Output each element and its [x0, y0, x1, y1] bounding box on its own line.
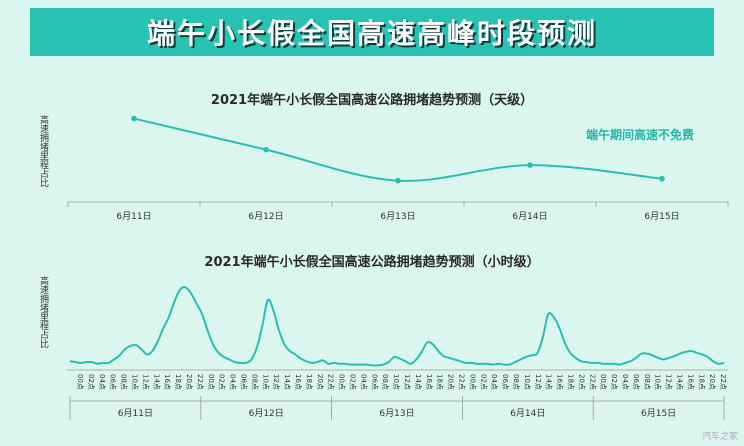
hourly-hour-tick-label: 14点	[545, 374, 553, 390]
daily-x-tick-label: 6月13日	[380, 211, 415, 222]
daily-series-line	[133, 117, 663, 182]
hourly-hour-tick-label: 14点	[676, 374, 684, 390]
hourly-hour-tick-label: 10点	[523, 374, 531, 390]
hourly-hour-tick-label: 02点	[87, 374, 95, 390]
hourly-hour-tick-label: 14点	[283, 374, 291, 390]
hourly-hour-tick-label: 10点	[261, 374, 269, 390]
hourly-hour-tick-label: 04点	[229, 374, 237, 390]
hourly-hour-tick-label: 16点	[425, 374, 433, 390]
hourly-hour-tick-label: 04点	[98, 374, 106, 390]
hourly-hour-tick-label: 00点	[468, 374, 476, 390]
hourly-hour-tick-label: 22点	[457, 374, 465, 390]
hourly-hour-tick-label: 06点	[632, 374, 640, 390]
hourly-hour-tick-label: 04点	[359, 374, 367, 390]
hourly-hour-tick-label: 16点	[686, 374, 694, 390]
daily-chart-title: 2021年端午小长假全国高速公路拥堵趋势预测（天级）	[210, 93, 534, 108]
hourly-hour-tick-label: 08点	[120, 374, 128, 390]
hourly-group-label: 6月14日	[510, 408, 545, 419]
hourly-hour-tick-label: 10点	[654, 374, 662, 390]
hourly-group-label: 6月11日	[118, 408, 153, 419]
hourly-hour-tick-label: 10点	[130, 374, 138, 390]
daily-x-tick-label: 6月11日	[116, 211, 151, 222]
hourly-chart-ylabel: 高速拥堵里程占比	[38, 276, 48, 348]
hourly-hour-tick-label: 18点	[436, 374, 444, 390]
hourly-hour-tick-label: 22点	[588, 374, 596, 390]
hourly-hour-tick-label: 18点	[305, 374, 313, 390]
hourly-hour-tick-label: 10点	[392, 374, 400, 390]
hourly-hour-tick-label: 12点	[403, 374, 411, 390]
hourly-hour-tick-label: 22点	[196, 374, 204, 390]
hourly-hour-tick-label: 02点	[218, 374, 226, 390]
hourly-hour-tick-label: 12点	[141, 374, 149, 390]
hourly-hour-tick-label: 18点	[697, 374, 705, 390]
hourly-hour-tick-label: 12点	[665, 374, 673, 390]
hourly-hour-tick-label: 02点	[348, 374, 356, 390]
daily-chart-annotation: 端午期间高速不免费	[586, 128, 695, 142]
hourly-hour-tick-label: 08点	[643, 374, 651, 390]
daily-point	[131, 115, 137, 122]
hourly-hour-tick-label: 08点	[512, 374, 520, 390]
hourly-hour-tick-label: 06点	[239, 374, 247, 390]
hourly-hour-tick-label: 20点	[708, 374, 716, 390]
hourly-hour-tick-label: 08点	[381, 374, 389, 390]
hourly-group-label: 6月15日	[641, 408, 676, 419]
hourly-hour-tick-label: 12点	[272, 374, 280, 390]
banner-title: 端午小长假全国高速高峰时段预测	[30, 8, 714, 56]
hourly-series-line	[69, 286, 725, 367]
daily-point	[395, 177, 401, 184]
hourly-hour-tick-label: 16点	[163, 374, 171, 390]
hourly-group-label: 6月13日	[379, 408, 414, 419]
hourly-group-label: 6月12日	[249, 408, 284, 419]
hourly-hour-tick-label: 04点	[621, 374, 629, 390]
hourly-hour-tick-label: 00点	[207, 374, 215, 390]
watermark: 汽车之家	[701, 432, 738, 442]
hourly-hour-tick-label: 14点	[414, 374, 422, 390]
daily-x-tick-label: 6月14日	[512, 211, 547, 222]
hourly-hour-tick-label: 16点	[556, 374, 564, 390]
hourly-hour-tick-label: 00点	[599, 374, 607, 390]
daily-point	[263, 146, 269, 153]
hourly-hour-tick-label: 16点	[294, 374, 302, 390]
hourly-hour-tick-label: 22点	[327, 374, 335, 390]
hourly-hour-tick-label: 06点	[109, 374, 117, 390]
hourly-hour-tick-label: 22点	[719, 374, 727, 390]
hourly-hour-tick-label: 04点	[490, 374, 498, 390]
daily-x-tick-label: 6月15日	[644, 211, 679, 222]
hourly-hour-tick-label: 00点	[76, 374, 84, 390]
hourly-hour-tick-label: 20点	[577, 374, 585, 390]
hourly-hour-tick-label: 18点	[174, 374, 182, 390]
hourly-chart-title: 2021年端午小长假全国高速公路拥堵趋势预测（小时级）	[204, 255, 540, 270]
hourly-hour-tick-label: 08点	[250, 374, 258, 390]
hourly-hour-tick-label: 02点	[479, 374, 487, 390]
hourly-hour-tick-label: 20点	[316, 374, 324, 390]
hourly-hour-tick-label: 00点	[338, 374, 346, 390]
hourly-hour-tick-label: 20点	[185, 374, 193, 390]
hourly-hour-tick-label: 12点	[534, 374, 542, 390]
hourly-hour-tick-label: 06点	[501, 374, 509, 390]
hourly-hour-tick-label: 14点	[152, 374, 160, 390]
daily-point	[659, 175, 665, 182]
daily-x-tick-label: 6月12日	[248, 211, 283, 222]
daily-chart-ylabel: 高速拥堵里程占比	[38, 115, 48, 187]
hourly-hour-tick-label: 02点	[610, 374, 618, 390]
hourly-hour-tick-label: 06点	[370, 374, 378, 390]
daily-point	[527, 162, 533, 168]
hourly-hour-tick-label: 20点	[447, 374, 455, 390]
hourly-hour-tick-label: 18点	[567, 374, 575, 390]
